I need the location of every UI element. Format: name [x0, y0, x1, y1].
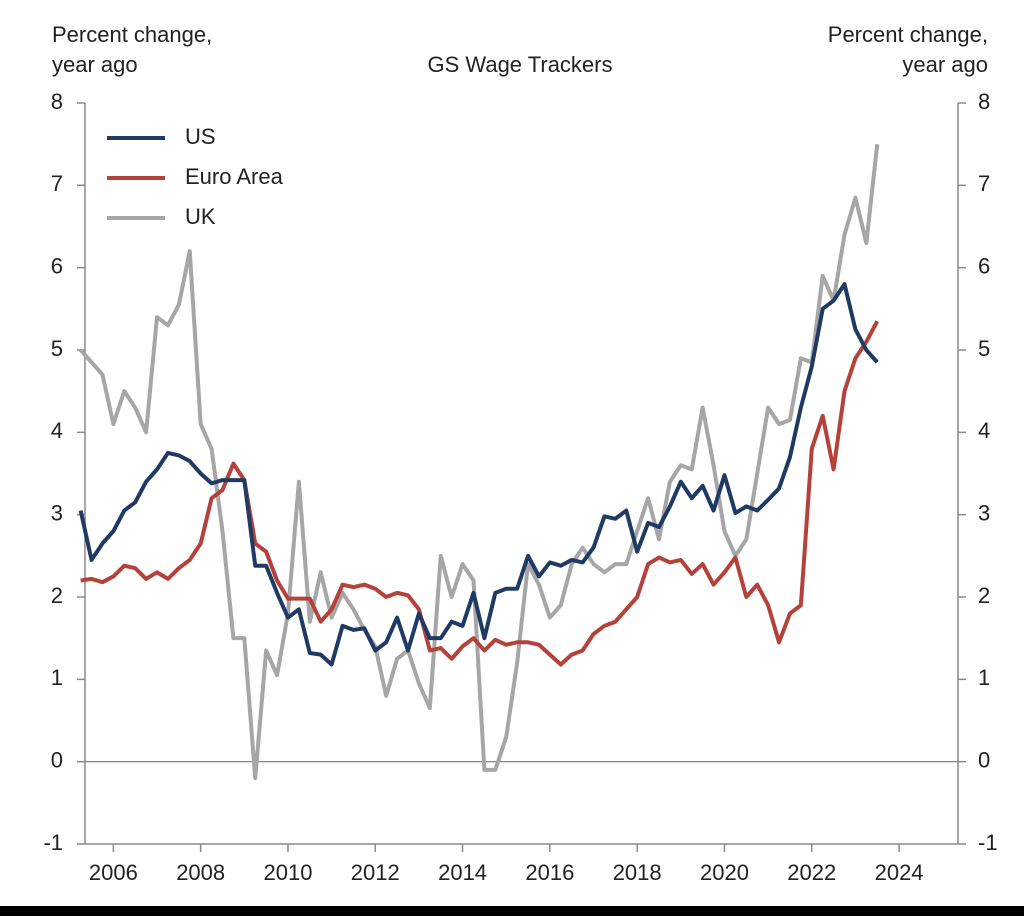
x-tick-label: 2016 — [525, 860, 574, 885]
y2-tick-label: 3 — [978, 500, 990, 525]
y-tick-label: 7 — [51, 171, 63, 196]
legend-label: Euro Area — [185, 164, 284, 189]
y-tick-label: 1 — [51, 665, 63, 690]
y2-axis-label: year ago — [902, 52, 988, 77]
y-axis-label: Percent change, — [52, 22, 212, 47]
x-tick-label: 2008 — [176, 860, 225, 885]
legend-label: US — [185, 124, 216, 149]
y-tick-label: 5 — [51, 336, 63, 361]
x-tick-label: 2024 — [875, 860, 924, 885]
y2-axis-label: Percent change, — [828, 22, 988, 47]
y-tick-label: 2 — [51, 583, 63, 608]
y-tick-label: 6 — [51, 253, 63, 278]
x-tick-label: 2018 — [613, 860, 662, 885]
x-tick-label: 2014 — [438, 860, 487, 885]
x-tick-label: 2020 — [700, 860, 749, 885]
y2-tick-label: 1 — [978, 665, 990, 690]
legend-label: UK — [185, 204, 216, 229]
y2-tick-label: 5 — [978, 336, 990, 361]
y2-tick-label: 8 — [978, 89, 990, 114]
y2-tick-label: -1 — [978, 830, 998, 855]
y2-tick-label: 7 — [978, 171, 990, 196]
x-tick-label: 2006 — [89, 860, 138, 885]
line-series — [80, 320, 880, 667]
y2-tick-label: 6 — [978, 253, 990, 278]
y2-tick-label: 2 — [978, 583, 990, 608]
x-tick-label: 2012 — [351, 860, 400, 885]
line-series — [79, 143, 880, 781]
y-tick-label: 4 — [51, 418, 63, 443]
frame-edge — [0, 906, 1024, 916]
y2-tick-label: 4 — [978, 418, 990, 443]
x-tick-label: 2022 — [787, 860, 836, 885]
y-tick-label: 0 — [51, 747, 63, 772]
line-series — [78, 282, 879, 667]
chart-title: GS Wage Trackers — [427, 52, 612, 77]
y-axis-label: year ago — [52, 52, 138, 77]
y-tick-label: 8 — [51, 89, 63, 114]
y-tick-label: -1 — [43, 830, 63, 855]
x-tick-label: 2010 — [263, 860, 312, 885]
y-tick-label: 3 — [51, 500, 63, 525]
y2-tick-label: 0 — [978, 747, 990, 772]
